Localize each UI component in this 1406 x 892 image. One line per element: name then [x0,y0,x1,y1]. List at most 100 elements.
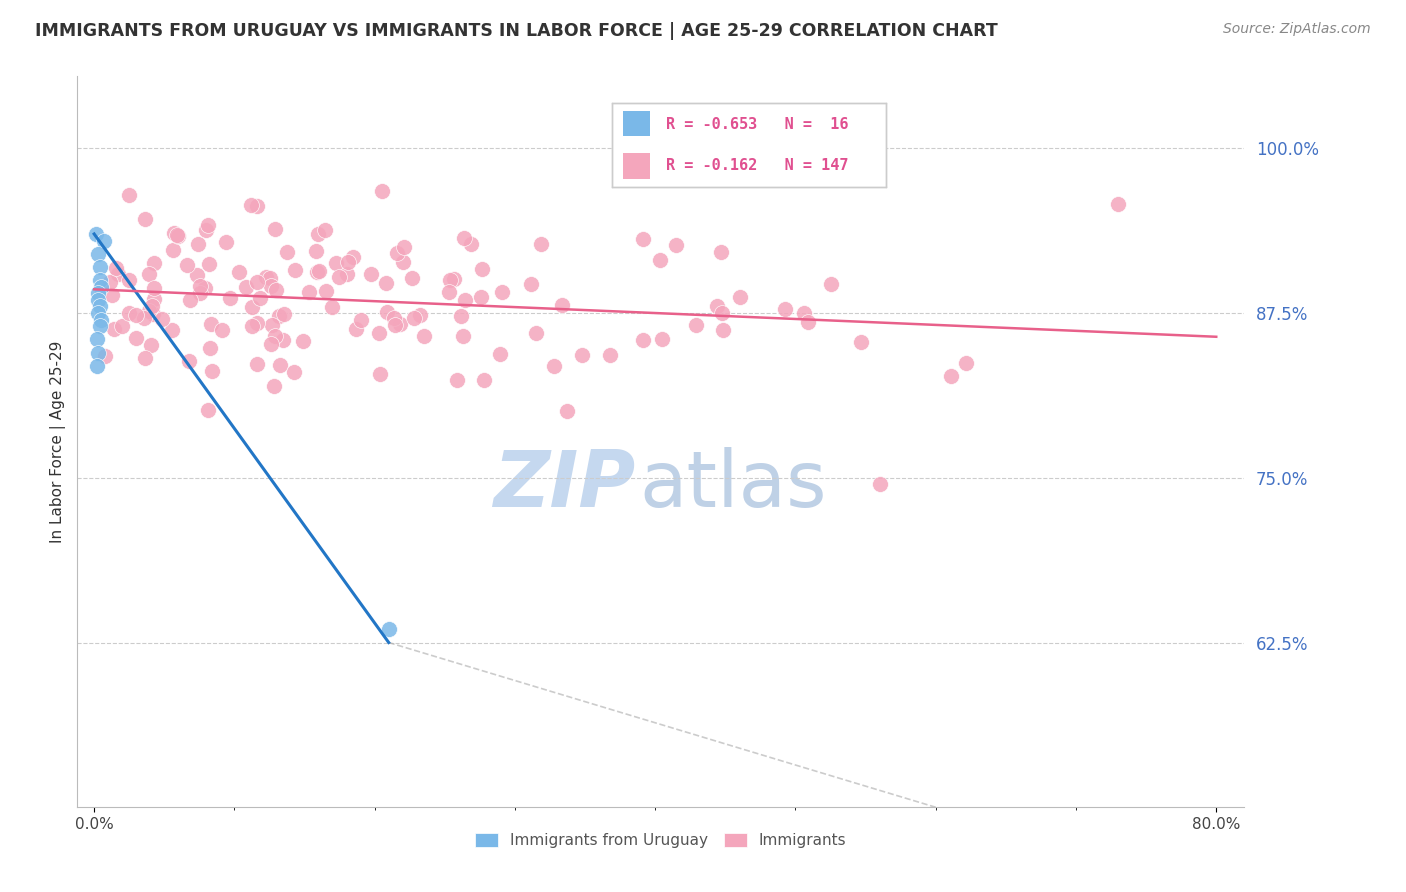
Point [342,250,364,264]
Point [264,283,287,297]
Point [389,317,412,331]
Point [264,222,287,236]
Point [246,199,269,213]
Point [211,322,233,336]
Point [401,271,423,285]
Point [451,329,474,343]
Point [101,287,124,301]
Point [314,223,336,237]
Point [375,304,398,318]
Point [138,303,160,318]
Point [262,318,284,332]
Point [118,187,141,202]
Point [249,292,271,306]
Text: atlas: atlas [640,448,827,524]
Point [94,349,117,363]
Point [377,623,399,637]
Point [446,373,468,387]
Point [179,293,201,307]
Point [273,307,295,321]
Point [163,226,186,240]
Point [413,329,436,343]
Point [142,281,165,295]
Point [711,306,734,320]
Point [374,276,396,290]
Text: IMMIGRANTS FROM URUGUAY VS IMMIGRANTS IN LABOR FORCE | AGE 25-29 CORRELATION CHA: IMMIGRANTS FROM URUGUAY VS IMMIGRANTS IN… [35,22,998,40]
Point [470,290,492,304]
Point [87,345,110,359]
Point [1107,196,1129,211]
Point [194,281,217,295]
Point [728,290,751,304]
Text: R = -0.162   N = 147: R = -0.162 N = 147 [666,158,849,173]
Point [188,286,211,301]
Point [384,311,406,326]
Point [273,333,295,347]
Point [87,293,110,307]
Point [160,323,183,337]
Point [551,298,574,312]
Point [489,347,512,361]
Point [132,311,155,326]
Point [384,318,406,332]
Point [86,332,108,346]
Point [460,236,482,251]
Point [162,243,184,257]
Point [89,300,111,314]
Point [350,313,373,327]
Point [439,273,461,287]
Point [200,341,222,355]
Point [260,336,283,351]
Point [107,267,129,281]
Point [201,364,224,378]
Point [197,403,219,417]
Point [555,404,578,418]
Point [218,291,240,305]
Point [240,300,263,314]
Point [263,379,285,393]
Point [530,236,553,251]
Point [117,306,139,320]
Text: ZIP: ZIP [494,448,636,524]
Point [709,244,731,259]
Point [118,273,141,287]
Point [298,285,321,299]
Point [269,358,291,372]
Point [368,326,391,340]
Point [138,267,160,281]
Point [471,262,494,277]
Point [283,365,305,379]
Point [651,332,673,346]
Point [166,227,188,242]
Point [344,322,367,336]
Point [443,271,465,285]
Point [402,311,425,326]
Bar [623,153,650,178]
Point [408,308,430,322]
Point [200,317,222,331]
Point [391,255,413,269]
Point [134,211,156,226]
Point [793,306,815,320]
Text: Source: ZipAtlas.com: Source: ZipAtlas.com [1223,22,1371,37]
Point [631,232,654,246]
Point [228,265,250,279]
Point [939,369,962,384]
Point [90,279,112,293]
Point [571,348,593,362]
Point [520,277,543,292]
Point [599,348,621,362]
Point [167,228,190,243]
Point [955,356,977,370]
Point [308,264,330,278]
Point [276,245,298,260]
Point [543,359,565,373]
Point [260,278,283,293]
Point [633,333,655,347]
Point [869,477,891,491]
Point [143,293,166,307]
Point [336,255,359,269]
Point [664,238,686,252]
Point [87,246,110,260]
Point [87,286,110,301]
